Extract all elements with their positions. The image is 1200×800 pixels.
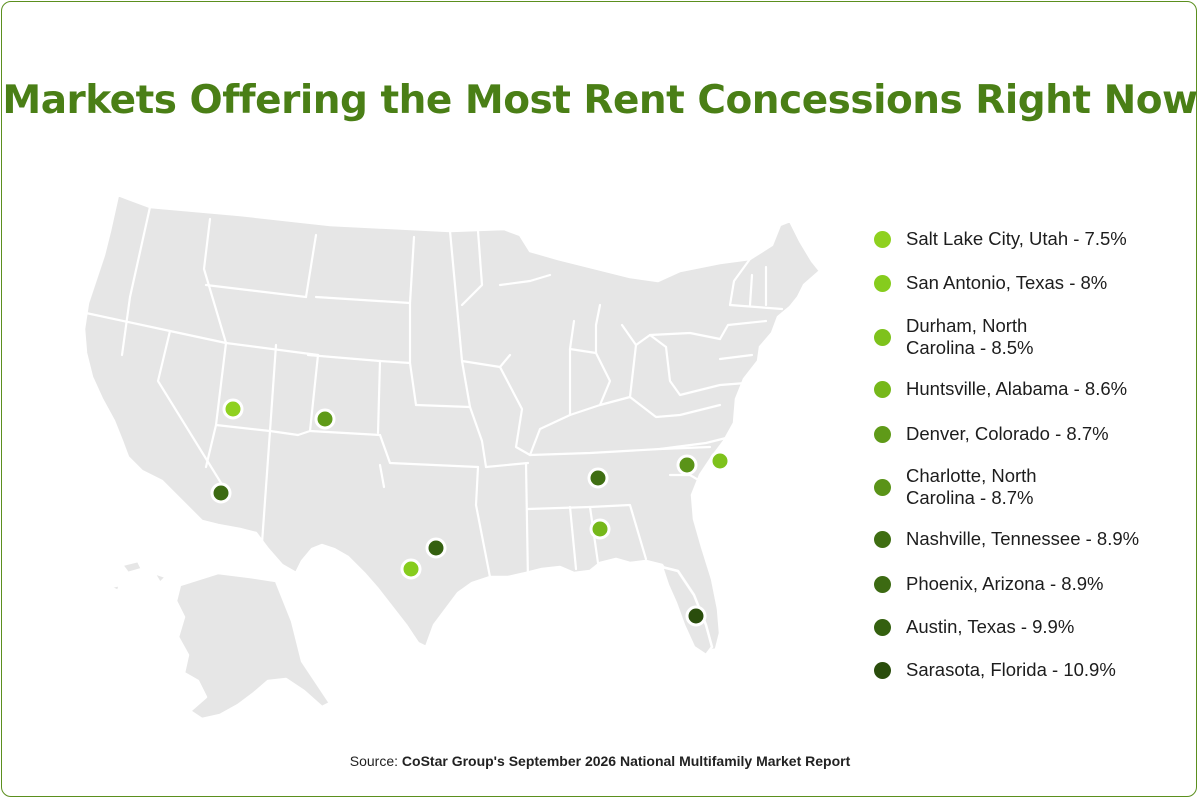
marker-phoenix[interactable]	[210, 482, 232, 504]
legend-dot-icon	[874, 479, 891, 496]
legend-item: Austin, Texas - 9.9%	[872, 616, 1192, 638]
legend-dot-icon	[874, 329, 891, 346]
legend-dot-icon	[874, 231, 891, 248]
legend-item: Denver, Colorado - 8.7%	[872, 423, 1192, 445]
marker-denver[interactable]	[314, 408, 336, 430]
legend-label: Denver, Colorado - 8.7%	[906, 423, 1109, 444]
legend-dot-icon	[874, 619, 891, 636]
legend-label: Sarasota, Florida - 10.9%	[906, 659, 1116, 680]
legend-dot-icon	[874, 531, 891, 548]
legend-label-line2: Carolina - 8.7%	[906, 487, 1034, 508]
marker-huntsville[interactable]	[589, 518, 611, 540]
legend-dot-icon	[874, 275, 891, 292]
market-legend: Salt Lake City, Utah - 7.5% San Antonio,…	[872, 228, 1192, 681]
contiguous-us-landmass	[82, 193, 822, 655]
source-prefix: Source:	[349, 753, 402, 769]
legend-label: Huntsville, Alabama - 8.6%	[906, 378, 1128, 399]
marker-austin[interactable]	[425, 537, 447, 559]
legend-label: Salt Lake City, Utah - 7.5%	[906, 228, 1127, 249]
legend-dot-icon	[874, 426, 891, 443]
legend-label: Nashville, Tennessee - 8.9%	[906, 528, 1140, 549]
legend-label-line1: Charlotte, North	[906, 465, 1037, 486]
marker-charlotte[interactable]	[676, 454, 698, 476]
aleutian-islands	[108, 559, 168, 593]
legend-dot-icon	[874, 381, 891, 398]
legend-dot-icon	[874, 662, 891, 679]
legend-dot-icon	[874, 576, 891, 593]
marker-durham[interactable]	[709, 450, 731, 472]
market-markers	[210, 398, 731, 627]
state-borders	[84, 205, 784, 583]
marker-salt-lake-city[interactable]	[222, 398, 244, 420]
legend-label: Phoenix, Arizona - 8.9%	[906, 573, 1104, 594]
source-note: Source: CoStar Group's September 2026 Na…	[0, 753, 1200, 769]
alaska-landmass	[174, 571, 332, 721]
legend-item: Charlotte, North Carolina - 8.7%	[872, 465, 1192, 509]
legend-item: Salt Lake City, Utah - 7.5%	[872, 228, 1192, 250]
legend-item: Phoenix, Arizona - 8.9%	[872, 573, 1192, 595]
legend-label: Austin, Texas - 9.9%	[906, 616, 1075, 637]
legend-label-line1: Durham, North	[906, 315, 1028, 336]
legend-item: Huntsville, Alabama - 8.6%	[872, 378, 1192, 400]
marker-nashville[interactable]	[587, 467, 609, 489]
legend-item: Nashville, Tennessee - 8.9%	[872, 528, 1192, 550]
marker-san-antonio[interactable]	[400, 558, 422, 580]
source-text: CoStar Group's September 2026 National M…	[401, 753, 851, 769]
us-map	[30, 185, 850, 725]
legend-item: Durham, North Carolina - 8.5%	[872, 315, 1192, 359]
page-title: Markets Offering the Most Rent Concessio…	[2, 78, 1198, 123]
legend-label: San Antonio, Texas - 8%	[906, 272, 1108, 293]
legend-item: Sarasota, Florida - 10.9%	[872, 659, 1192, 681]
us-map-svg	[82, 193, 822, 721]
legend-label-line2: Carolina - 8.5%	[906, 337, 1034, 358]
legend-item: San Antonio, Texas - 8%	[872, 272, 1192, 294]
marker-sarasota[interactable]	[685, 605, 707, 627]
